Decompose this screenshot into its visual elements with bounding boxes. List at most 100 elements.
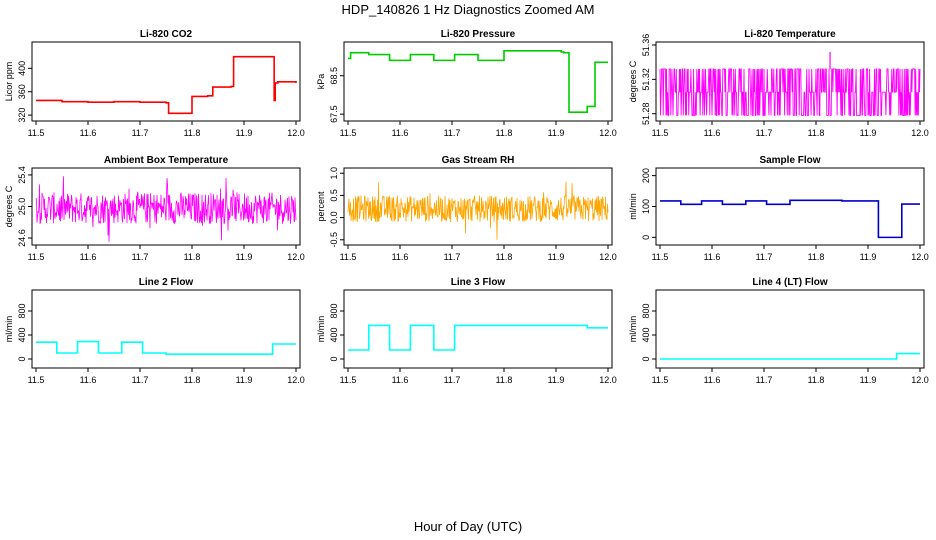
y-tick-label: 0 xyxy=(641,235,651,240)
series-path xyxy=(660,199,920,239)
x-tick-label: 12.0 xyxy=(911,252,929,262)
y-tick-label: 400 xyxy=(641,327,651,342)
x-tick-label: 12.0 xyxy=(599,128,617,138)
y-tick-label: 68.5 xyxy=(329,67,339,85)
y-tick-label: 400 xyxy=(329,327,339,342)
x-tick-label: 12.0 xyxy=(287,128,305,138)
plot-frame xyxy=(31,41,301,122)
x-tick-label: 11.6 xyxy=(392,128,409,138)
y-tick-label: 360 xyxy=(17,84,27,99)
panel-3: Li-820 Temperature 11.5 11.6 11.7 11.8 11.9 12… xyxy=(628,29,929,138)
x-tick-label: 11.7 xyxy=(756,128,773,138)
x-tick-label: 11.5 xyxy=(28,252,45,262)
plot-frame xyxy=(655,289,925,369)
x-tick-label: 11.7 xyxy=(444,128,461,138)
figure-xlabel: Hour of Day (UTC) xyxy=(414,519,522,534)
x-tick-label: 11.9 xyxy=(236,128,253,138)
x-tick-label: 11.5 xyxy=(652,375,669,385)
series-line xyxy=(347,181,609,240)
y-axis-label: degrees C xyxy=(628,60,638,102)
x-tick-label: 11.6 xyxy=(80,252,97,262)
x-tick-label: 11.8 xyxy=(184,375,201,385)
panel-title: Sample Flow xyxy=(759,155,820,166)
panel-title: Li-820 Pressure xyxy=(441,29,516,40)
series-line xyxy=(348,324,608,351)
panel-7: Line 2 Flow 11.5 11.6 11.7 11.8 11.9 12.0 0 400 8… xyxy=(4,277,305,385)
panel-5: Gas Stream RH 11.5 11.6 11.7 11.8 11.9 12.0 -0.… xyxy=(316,155,617,262)
y-tick-label: 51.28 xyxy=(641,102,651,125)
x-tick-label: 12.0 xyxy=(599,252,617,262)
series-path xyxy=(660,352,920,360)
x-tick-label: 11.6 xyxy=(704,375,721,385)
panel-9: Line 4 (LT) Flow 11.5 11.6 11.7 11.8 11.9 12.0… xyxy=(628,277,929,385)
x-tick-label: 11.9 xyxy=(548,128,565,138)
y-tick-label: 400 xyxy=(17,61,27,76)
x-tick-label: 11.9 xyxy=(548,375,565,385)
panel-8: Line 3 Flow 11.5 11.6 11.7 11.8 11.9 12.0 0 400 8… xyxy=(316,277,617,385)
plot-frame xyxy=(343,289,613,369)
y-tick-label: 51.32 xyxy=(641,68,651,91)
x-tick-label: 11.8 xyxy=(808,252,825,262)
y-tick-label: 0.5 xyxy=(329,189,339,202)
y-tick-label: 1.0 xyxy=(329,167,339,180)
series-line xyxy=(35,176,297,242)
x-tick-label: 12.0 xyxy=(911,128,929,138)
series-line xyxy=(659,51,921,116)
y-tick-label: 800 xyxy=(17,303,27,318)
series-path xyxy=(348,49,608,114)
x-tick-label: 11.5 xyxy=(28,375,45,385)
panel-title: Line 2 Flow xyxy=(139,277,194,288)
panel-title: Line 3 Flow xyxy=(451,277,506,288)
x-tick-label: 11.5 xyxy=(340,128,357,138)
x-tick-label: 11.7 xyxy=(132,128,149,138)
x-tick-label: 11.8 xyxy=(496,375,513,385)
x-tick-label: 11.8 xyxy=(496,252,513,262)
y-axis-label: ml/min xyxy=(628,316,638,343)
x-tick-label: 11.8 xyxy=(184,252,201,262)
plot-frame xyxy=(655,41,925,122)
y-axis-label: degrees C xyxy=(4,185,14,227)
plot-frame xyxy=(655,167,925,246)
y-tick-label: 0 xyxy=(641,356,651,361)
series-path xyxy=(347,181,609,240)
panel-2: Li-820 Pressure 11.5 11.6 11.7 11.8 11.9 12.0 6… xyxy=(316,29,617,138)
series-line xyxy=(660,352,920,360)
panel-grid: Li-820 CO2 11.5 11.6 11.7 11.8 11.9 12.0 320 360… xyxy=(4,29,929,385)
panel-1: Li-820 CO2 11.5 11.6 11.7 11.8 11.9 12.0 320 360… xyxy=(4,29,305,138)
x-tick-label: 12.0 xyxy=(599,375,617,385)
y-tick-label: 0 xyxy=(329,356,339,361)
x-tick-label: 11.9 xyxy=(860,128,877,138)
x-tick-label: 11.6 xyxy=(80,375,97,385)
x-tick-label: 11.7 xyxy=(444,375,461,385)
x-tick-label: 11.7 xyxy=(756,375,773,385)
panel-title: Line 4 (LT) Flow xyxy=(752,277,828,288)
series-line xyxy=(36,55,297,115)
y-axis-label: ml/min xyxy=(628,193,638,220)
x-tick-label: 12.0 xyxy=(287,375,305,385)
x-tick-label: 11.6 xyxy=(392,375,409,385)
y-axis-label: Licor ppm xyxy=(4,62,14,102)
x-tick-label: 12.0 xyxy=(911,375,929,385)
y-tick-label: 67.5 xyxy=(329,105,339,123)
x-tick-label: 11.5 xyxy=(652,128,669,138)
x-tick-label: 11.8 xyxy=(808,375,825,385)
y-tick-label: 800 xyxy=(329,303,339,318)
x-tick-label: 11.7 xyxy=(444,252,461,262)
x-tick-label: 11.6 xyxy=(392,252,409,262)
series-path xyxy=(348,324,608,351)
x-tick-label: 11.6 xyxy=(704,252,721,262)
x-tick-label: 11.7 xyxy=(756,252,773,262)
y-tick-label: 0 xyxy=(17,356,27,361)
x-tick-label: 11.9 xyxy=(860,375,877,385)
panel-title: Li-820 Temperature xyxy=(744,29,836,40)
y-tick-label: 100 xyxy=(641,199,651,214)
figure-title: HDP_140826 1 Hz Diagnostics Zoomed AM xyxy=(342,2,595,17)
x-tick-label: 11.8 xyxy=(808,128,825,138)
x-tick-label: 11.6 xyxy=(704,128,721,138)
series-line xyxy=(660,199,920,239)
y-tick-label: 200 xyxy=(641,168,651,183)
y-axis-label: ml/min xyxy=(4,316,14,343)
x-tick-label: 11.8 xyxy=(496,128,513,138)
x-tick-label: 11.6 xyxy=(80,128,97,138)
